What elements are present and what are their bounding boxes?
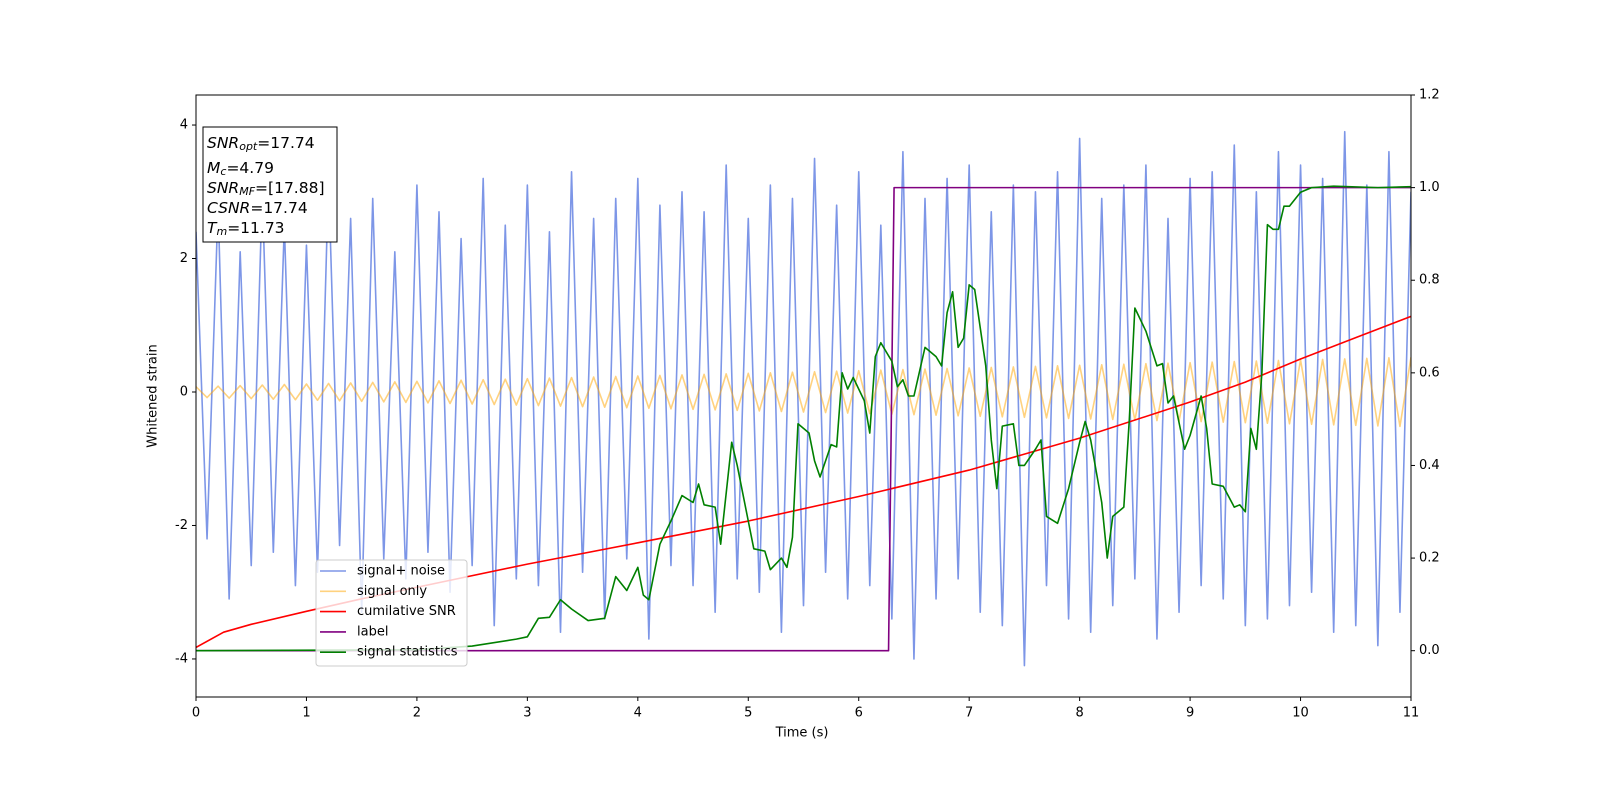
x-tick-label: 5 — [744, 706, 752, 721]
y-tick-label: -4 — [175, 651, 188, 666]
annotation-frame — [202, 126, 338, 243]
legend-label: cumilative SNR — [357, 604, 456, 619]
y-tick-label: 2 — [180, 251, 188, 266]
annotation-line: SNRMF=[17.88] — [207, 179, 325, 199]
x-tick-label: 3 — [523, 706, 531, 721]
legend-frame — [315, 559, 468, 667]
y2-tick-label: 1.2 — [1419, 88, 1440, 103]
series-line — [196, 357, 1411, 428]
annotation-subscript: c — [220, 165, 226, 178]
annotation-box: SNRopt=17.74Mc=4.79SNRMF=[17.88]CSNR=17.… — [202, 126, 338, 243]
x-tick-label: 9 — [1186, 706, 1194, 721]
axes: 0 1 2 3 4 5 6 7 8 9 10 11 -4 -2 0 2 4 0.0 0.2 0.4 0.6 0.8 1.0 1… — [175, 88, 1440, 721]
y-tick-label: 0 — [180, 384, 188, 399]
series-line — [196, 185, 1411, 652]
y2-tick-label: 0.8 — [1419, 273, 1440, 288]
annotation-value: =17.74 — [257, 134, 314, 152]
y2-tick-label: 1.0 — [1419, 180, 1440, 195]
legend-label: signal only — [357, 584, 427, 599]
annotation-value: =11.73 — [227, 219, 284, 237]
legend-label: signal statistics — [357, 645, 458, 660]
annotation-symbol: CSNR — [207, 199, 250, 217]
annotation-subscript: MF — [239, 185, 255, 198]
x-tick-label: 1 — [302, 706, 310, 721]
y-axis-label: Whitened strain — [146, 344, 161, 447]
annotation-value: =17.74 — [250, 199, 307, 217]
series-line — [196, 186, 1411, 652]
x-tick-label: 6 — [855, 706, 863, 721]
x-tick-label: 0 — [192, 706, 200, 721]
annotation-subscript: m — [216, 225, 227, 238]
y2-tick-label: 0.0 — [1419, 643, 1440, 658]
annotation-line: CSNR=17.74 — [207, 199, 308, 217]
y2-tick-label: 0.2 — [1419, 551, 1440, 566]
annotation-symbol: SNR — [207, 134, 239, 152]
axes-frame — [195, 94, 1412, 698]
x-tick-label: 8 — [1075, 706, 1083, 721]
plot-area — [196, 130, 1411, 667]
y-tick-label: -2 — [175, 518, 188, 533]
annotation-symbol: SNR — [207, 179, 239, 197]
annotation-value: =[17.88] — [255, 179, 324, 197]
x-tick-label: 10 — [1292, 706, 1309, 721]
annotation-value: =4.79 — [226, 159, 274, 177]
legend-label: label — [357, 624, 388, 639]
annotation-subscript: opt — [239, 140, 258, 153]
annotation-line: Mc=4.79 — [207, 159, 274, 179]
annotation-line: SNRopt=17.74 — [207, 134, 315, 154]
legend-label: signal+ noise — [357, 564, 445, 579]
series-line — [196, 130, 1411, 667]
annotation-symbol: M — [207, 159, 220, 177]
annotation-line: Tm=11.73 — [207, 219, 285, 239]
x-tick-label: 2 — [413, 706, 421, 721]
legend: signal+ noise signal only cumilative SNR la… — [315, 559, 468, 667]
x-axis-label: Time (s) — [775, 726, 829, 741]
y2-tick-label: 0.4 — [1419, 458, 1440, 473]
x-tick-label: 7 — [965, 706, 973, 721]
x-tick-label: 11 — [1403, 706, 1420, 721]
x-tick-label: 4 — [634, 706, 642, 721]
y2-tick-label: 0.6 — [1419, 365, 1440, 380]
y-tick-label: 4 — [180, 118, 188, 133]
annotation-symbol: T — [207, 219, 218, 237]
